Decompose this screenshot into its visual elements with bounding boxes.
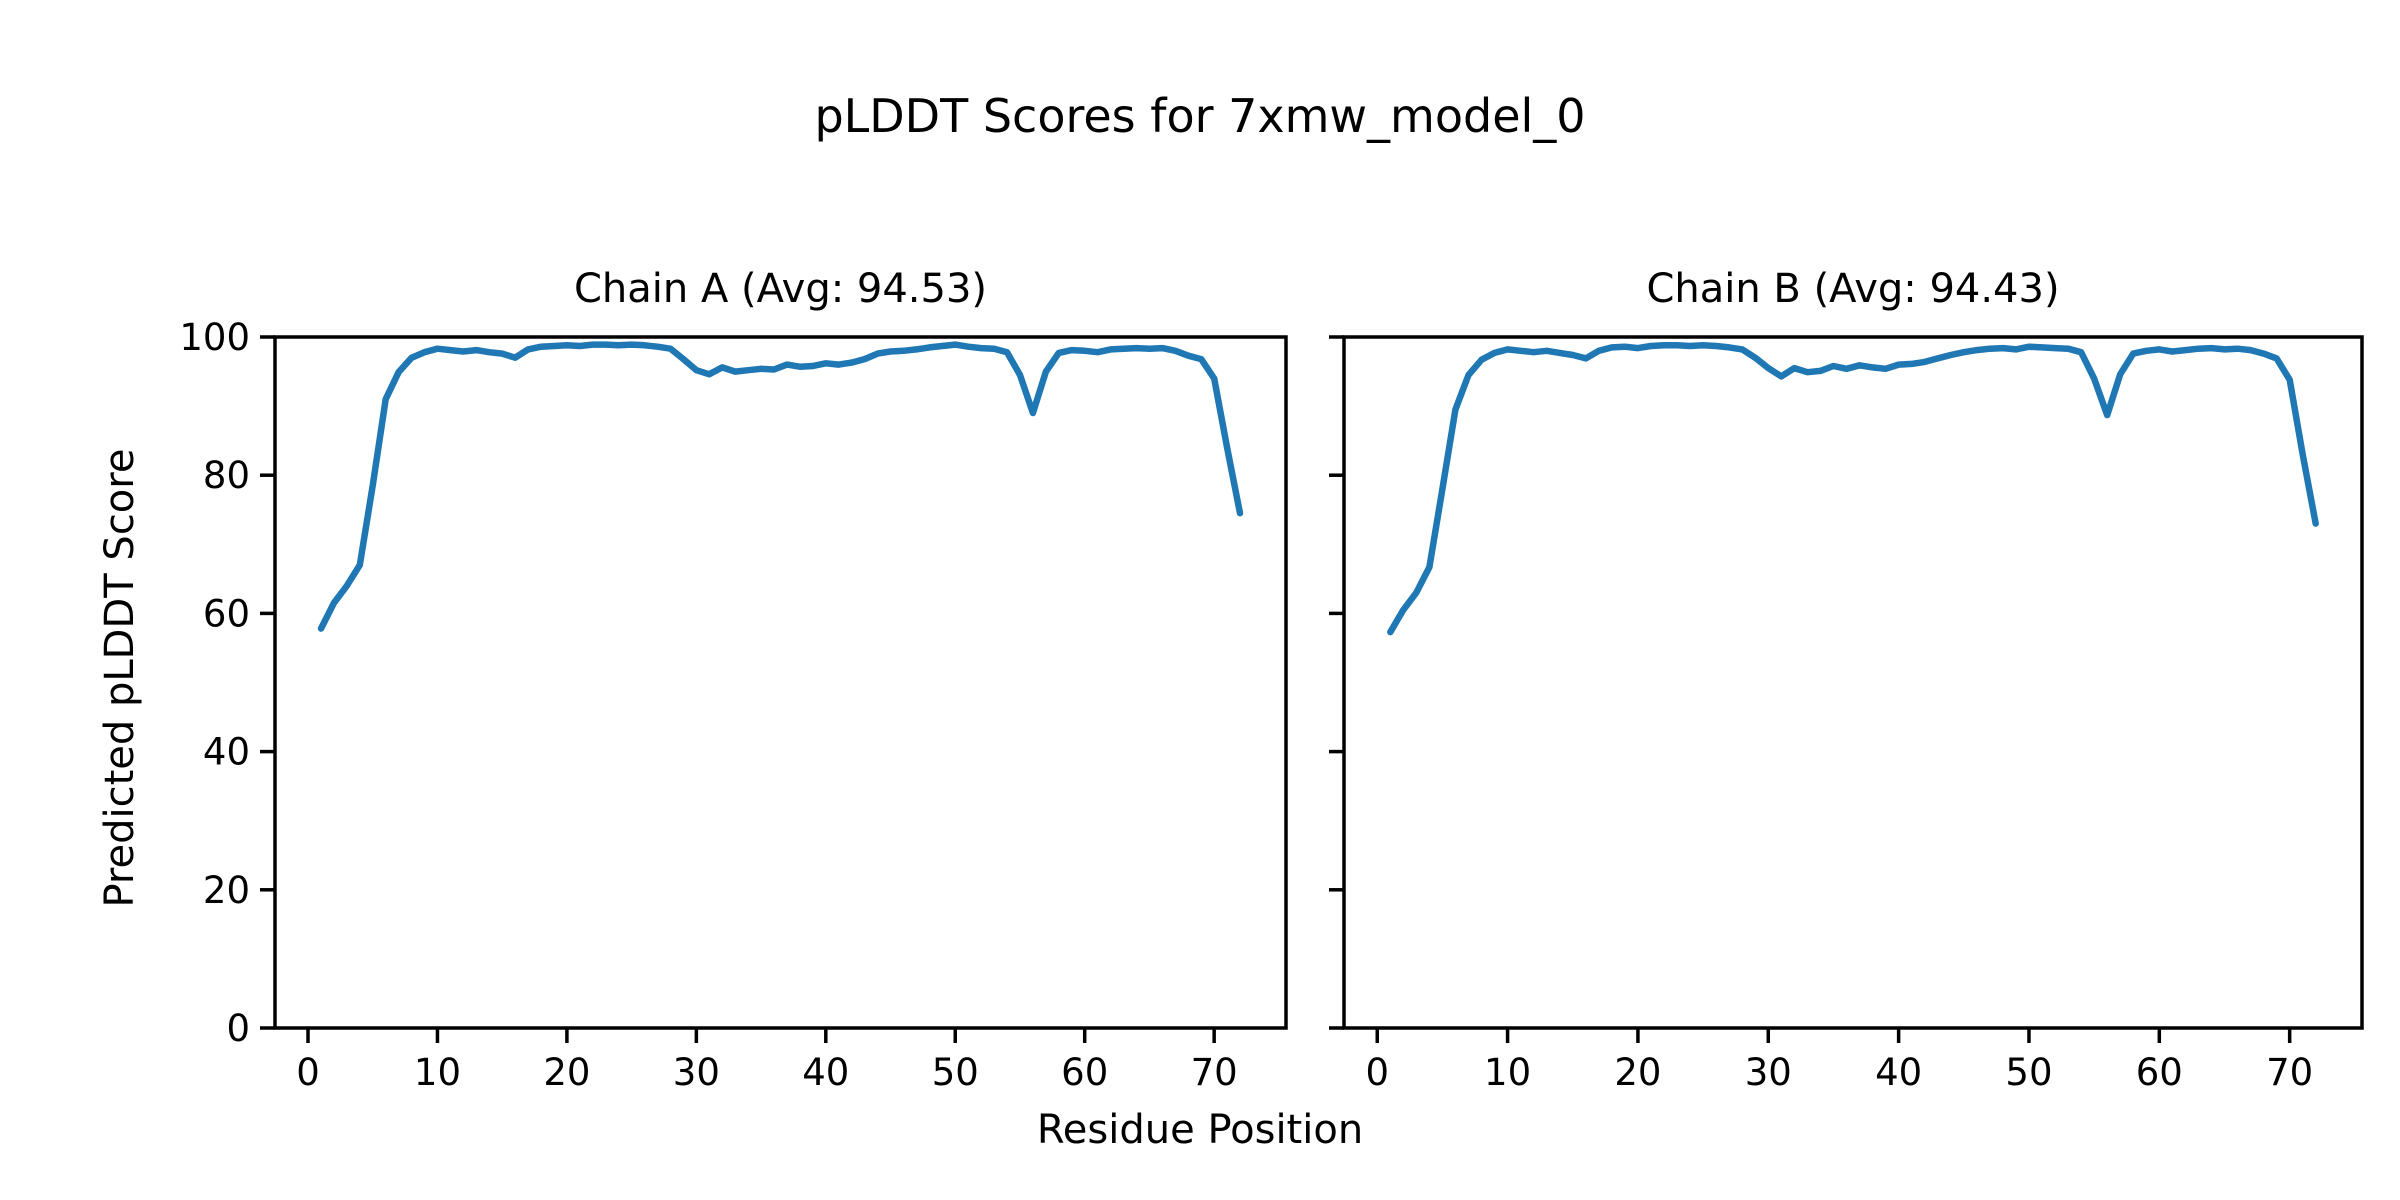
chain-a-x-tick-label: 0: [296, 1051, 320, 1094]
chain-a-y-tick-label: 0: [226, 1007, 250, 1050]
chain-a-title: Chain A (Avg: 94.53): [573, 266, 988, 312]
chain-a-x-tick-label: 70: [1191, 1051, 1238, 1094]
chain-a-x-tick-label: 10: [414, 1051, 461, 1094]
chain-b-x-tick-label: 0: [1365, 1051, 1389, 1094]
chain-b-x-tick-label: 50: [2005, 1051, 2052, 1094]
chain-b-x-tick-label: 10: [1484, 1051, 1531, 1094]
chain-b-axes-box: [1342, 335, 2364, 1030]
chain-b-x-tick-label: 40: [1875, 1051, 1922, 1094]
chain-a-x-tick-label: 20: [543, 1051, 590, 1094]
chain-b-x-tick-label: 30: [1745, 1051, 1792, 1094]
chain-b-x-tick-label: 70: [2266, 1051, 2313, 1094]
chain-a-plddt-line: [317, 341, 1244, 632]
chain-b-x-tick-label: 20: [1614, 1051, 1661, 1094]
chain-b-title: Chain B (Avg: 94.43): [1646, 266, 2060, 312]
chain-a-y-tick-label: 60: [203, 592, 250, 635]
chain-a-axes-box: [273, 335, 1288, 1030]
chain-a-y-tick-label: 20: [203, 869, 250, 912]
chain-a-x-tick-label: 30: [673, 1051, 720, 1094]
chain-a-y-tick-label: 40: [203, 731, 250, 774]
chain-b-plddt-line: [1387, 342, 2319, 636]
chain-a-x-tick-label: 40: [802, 1051, 849, 1094]
x-axis-label: Residue Position: [1036, 1107, 1364, 1153]
chain-a-y-tick-label: 80: [203, 454, 250, 497]
chain-b-x-tick-label: 60: [2136, 1051, 2183, 1094]
chain-a-y-tick-label: 100: [179, 316, 250, 359]
figure-title: pLDDT Scores for 7xmw_model_0: [814, 89, 1586, 143]
chain-a-x-tick-label: 50: [932, 1051, 979, 1094]
chain-a-x-tick-label: 60: [1061, 1051, 1108, 1094]
